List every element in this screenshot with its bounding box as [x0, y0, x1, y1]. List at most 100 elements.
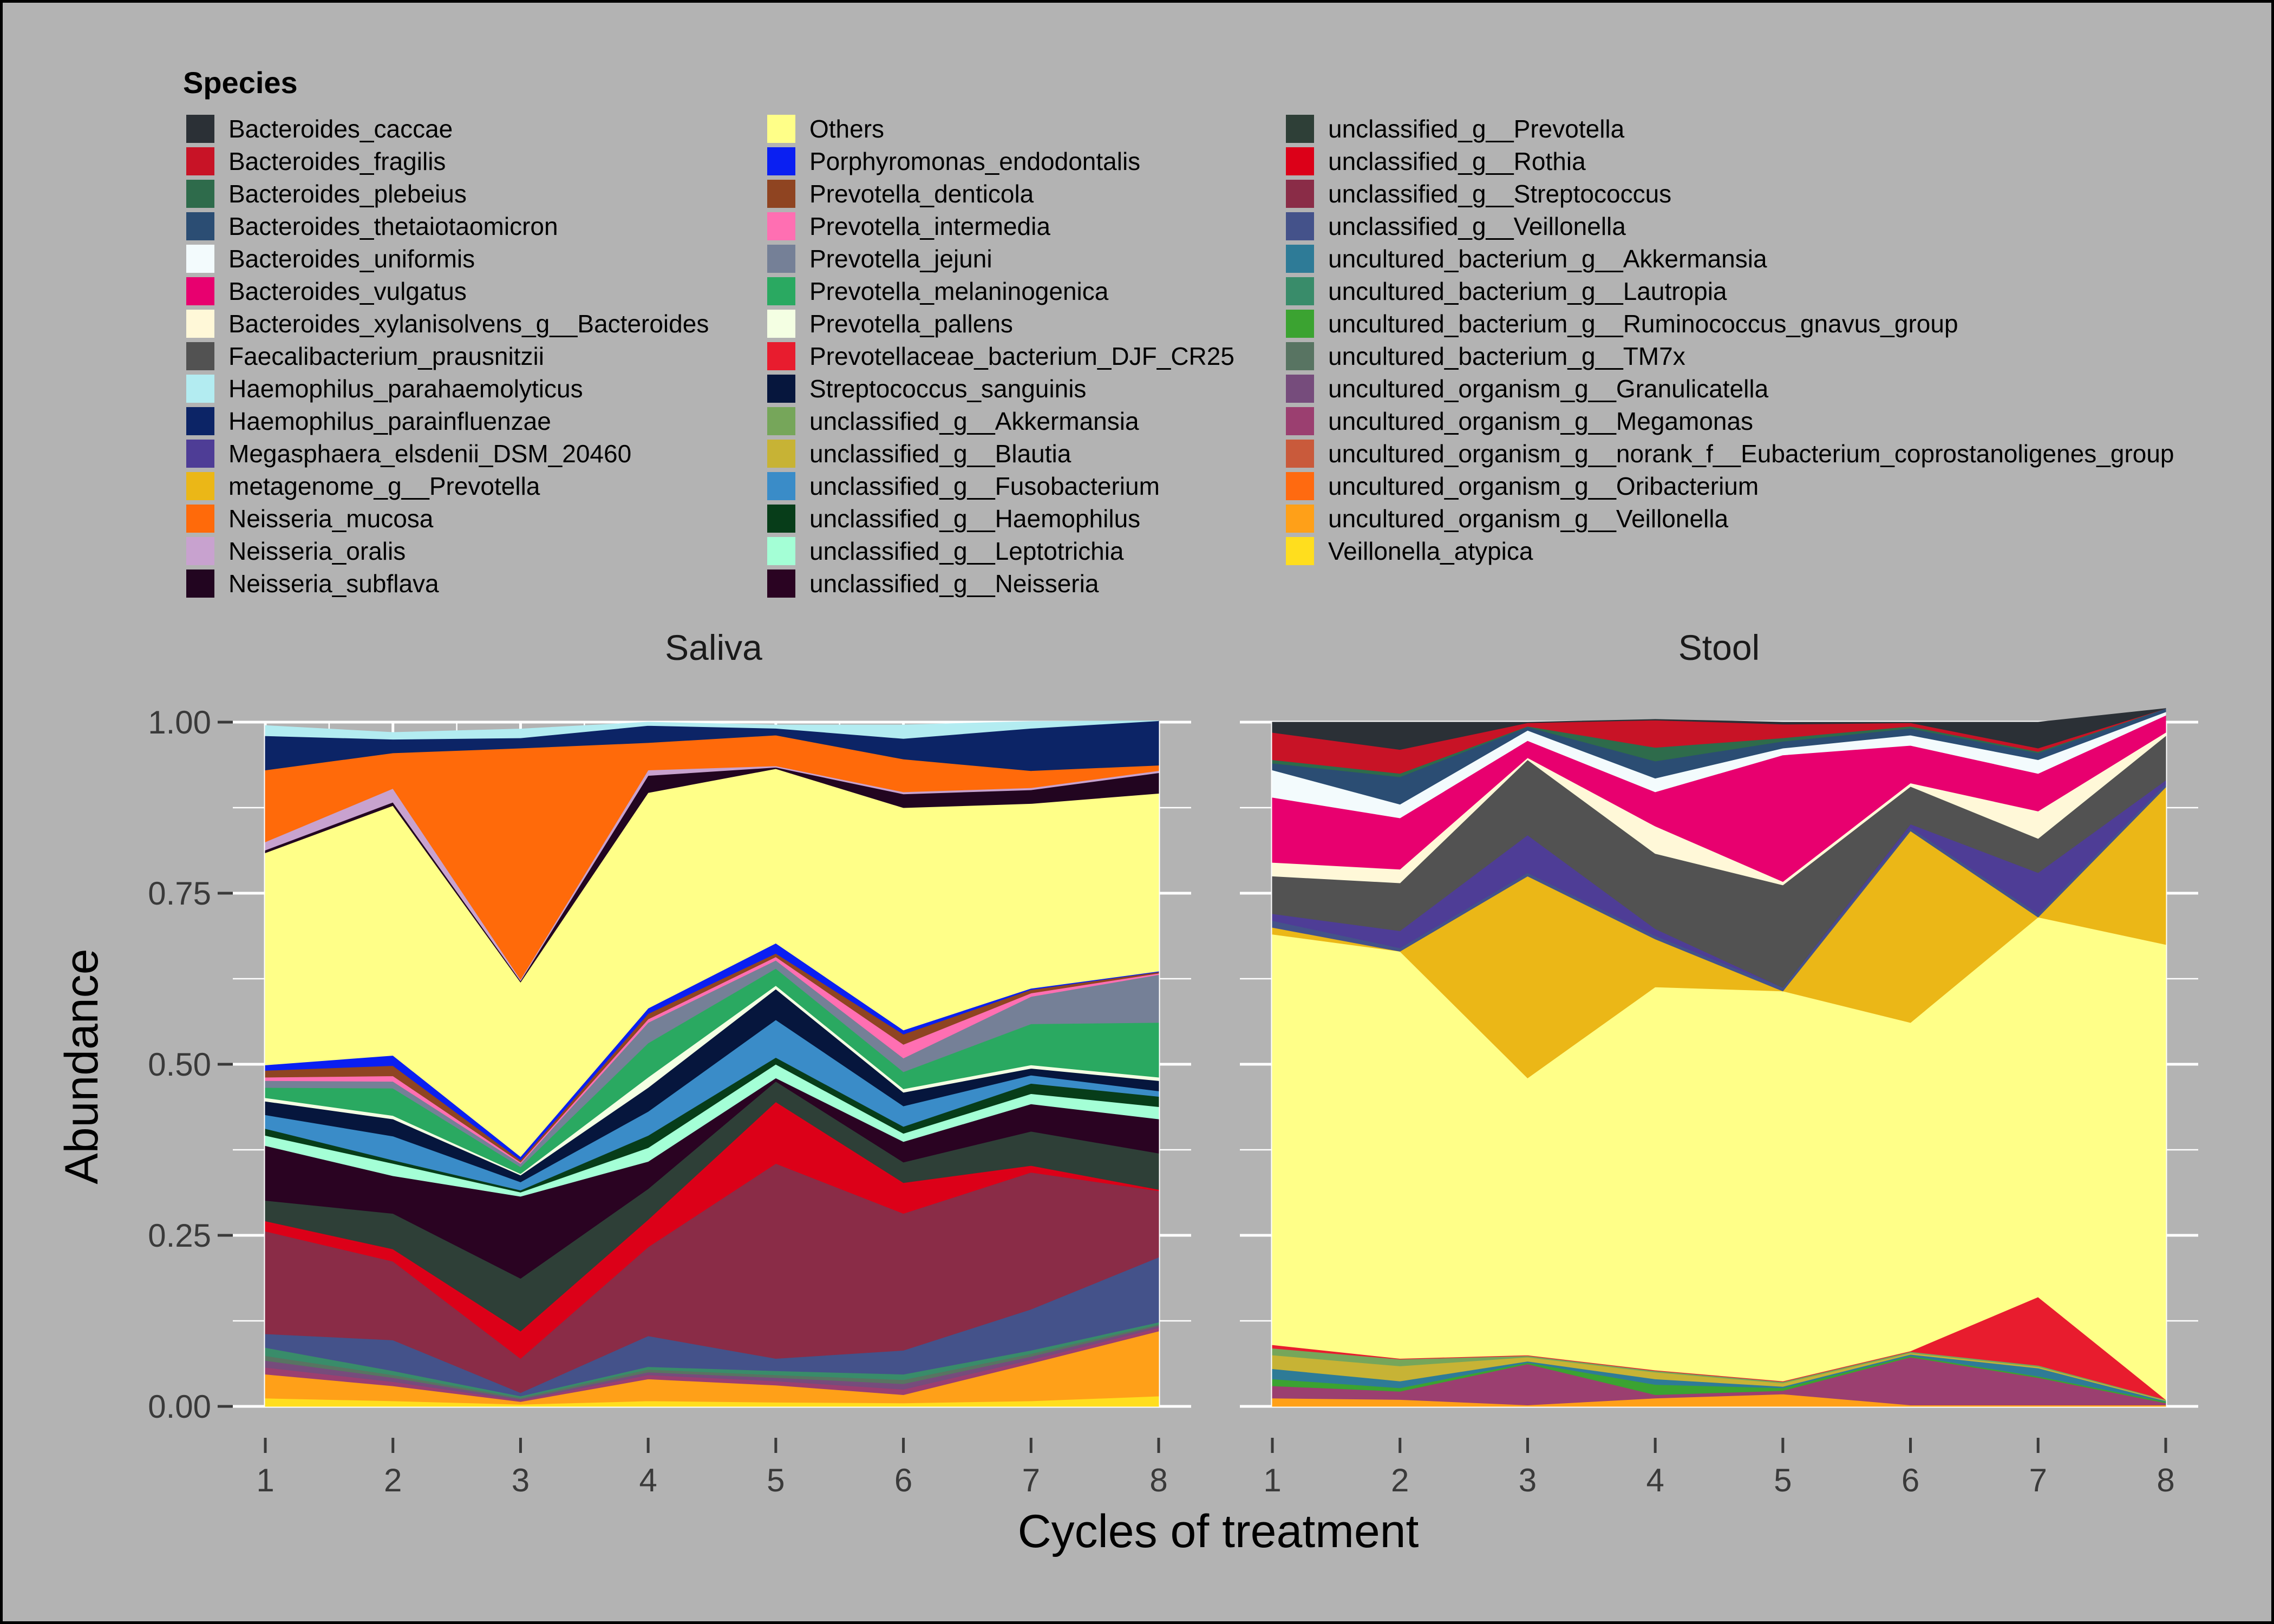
legend-key-unclassified-g-haemophilus [767, 505, 795, 533]
legend-label-bacteroides-plebeius: Bacteroides_plebeius [228, 180, 467, 208]
legend-key-streptococcus-sanguinis [767, 375, 795, 403]
legend-key-uncultured-bacterium-g-akkermansia [1286, 245, 1314, 273]
y-tick-label-3: 0.75 [148, 875, 211, 912]
legend-key-bacteroides-xylanisolvens-g-bacteroides [186, 310, 214, 338]
legend-key-bacteroides-plebeius [186, 180, 214, 208]
legend-label-uncultured-bacterium-g-akkermansia: uncultured_bacterium_g__Akkermansia [1328, 245, 1767, 273]
legend-key-prevotella-jejuni [767, 245, 795, 273]
legend-label-unclassified-g-blautia: unclassified_g__Blautia [809, 440, 1071, 468]
saliva-x-tick-label-4: 4 [639, 1462, 657, 1498]
legend-key-haemophilus-parahaemolyticus [186, 375, 214, 403]
legend-label-neisseria-oralis: Neisseria_oralis [228, 537, 406, 565]
legend-label-uncultured-organism-g-granulicatella: uncultured_organism_g__Granulicatella [1328, 375, 1769, 403]
legend-key-unclassified-g-streptococcus [1286, 180, 1314, 208]
stool-x-tick-label-7: 7 [2029, 1462, 2047, 1498]
legend-key-unclassified-g-blautia [767, 440, 795, 468]
saliva-x-tick-label-1: 1 [256, 1462, 274, 1498]
legend-key-faecalibacterium-prausnitzii [186, 342, 214, 370]
legend-label-uncultured-bacterium-g-lautropia: uncultured_bacterium_g__Lautropia [1328, 277, 1727, 305]
stool-x-tick-label-3: 3 [1519, 1462, 1537, 1498]
saliva-x-tick-label-2: 2 [384, 1462, 402, 1498]
legend-key-bacteroides-fragilis [186, 147, 214, 175]
legend-key-unclassified-g-veillonella [1286, 212, 1314, 240]
legend-label-prevotella-jejuni: Prevotella_jejuni [809, 245, 992, 273]
legend-label-haemophilus-parahaemolyticus: Haemophilus_parahaemolyticus [228, 375, 583, 403]
legend-label-porphyromonas-endodontalis: Porphyromonas_endodontalis [809, 147, 1140, 175]
legend-key-bacteroides-uniformis [186, 245, 214, 273]
saliva-x-tick-label-5: 5 [767, 1462, 785, 1498]
legend-label-bacteroides-vulgatus: Bacteroides_vulgatus [228, 277, 467, 305]
stool-x-tick-label-2: 2 [1391, 1462, 1409, 1498]
legend-key-bacteroides-caccae [186, 115, 214, 143]
legend-key-prevotella-melaninogenica [767, 277, 795, 305]
legend-label-prevotella-denticola: Prevotella_denticola [809, 180, 1034, 208]
legend-key-unclassified-g-neisseria [767, 569, 795, 598]
saliva-x-tick-label-6: 6 [894, 1462, 912, 1498]
legend-label-neisseria-mucosa: Neisseria_mucosa [228, 505, 434, 533]
saliva-area-haemophilus-parahaemolyticus [265, 721, 1159, 740]
legend-key-unclassified-g-fusobacterium [767, 472, 795, 500]
legend-key-prevotellaceae-bacterium-djf-cr25 [767, 342, 795, 370]
legend-key-uncultured-organism-g-megamonas [1286, 407, 1314, 435]
legend-key-megasphaera-elsdenii-dsm-20460 [186, 440, 214, 468]
legend-label-neisseria-subflava: Neisseria_subflava [228, 569, 439, 598]
legend-key-porphyromonas-endodontalis [767, 147, 795, 175]
legend-label-uncultured-organism-g-norank-f-eubacterium-coprostanoligenes-group: uncultured_organism_g__norank_f__Eubacte… [1328, 440, 2174, 468]
legend-label-prevotellaceae-bacterium-djf-cr25: Prevotellaceae_bacterium_DJF_CR25 [809, 342, 1234, 370]
legend-title: Species [183, 66, 298, 100]
legend-label-unclassified-g-haemophilus: unclassified_g__Haemophilus [809, 505, 1140, 533]
legend-key-uncultured-organism-g-oribacterium [1286, 472, 1314, 500]
legend-label-uncultured-bacterium-g-ruminococcus-gnavus-group: uncultured_bacterium_g__Ruminococcus_gna… [1328, 310, 1958, 338]
legend-key-unclassified-g-rothia [1286, 147, 1314, 175]
legend-key-uncultured-organism-g-norank-f-eubacterium-coprostanoligenes-group [1286, 440, 1314, 468]
legend-label-uncultured-organism-g-veillonella: uncultured_organism_g__Veillonella [1328, 505, 1728, 533]
legend-key-neisseria-oralis [186, 537, 214, 565]
legend-items: Bacteroides_caccae Bacteroides_fragilis Ba… [186, 115, 2174, 598]
legend-key-neisseria-mucosa [186, 505, 214, 533]
legend-key-bacteroides-vulgatus [186, 277, 214, 305]
legend-label-unclassified-g-akkermansia: unclassified_g__Akkermansia [809, 407, 1139, 435]
legend-key-uncultured-organism-g-veillonella [1286, 505, 1314, 533]
legend-label-faecalibacterium-prausnitzii: Faecalibacterium_prausnitzii [228, 342, 544, 370]
legend-label-uncultured-organism-g-megamonas: uncultured_organism_g__Megamonas [1328, 407, 1753, 435]
legend-label-prevotella-pallens: Prevotella_pallens [809, 310, 1013, 338]
saliva-panel: Saliva 1 2 3 4 5 6 7 8 0.00 0.25 0.50 0.75 1.00 [148, 627, 1191, 1498]
legend-key-prevotella-denticola [767, 180, 795, 208]
x-axis-title: Cycles of treatment [1018, 1505, 1419, 1557]
legend-label-megasphaera-elsdenii-dsm-20460: Megasphaera_elsdenii_DSM_20460 [228, 440, 631, 468]
legend-label-bacteroides-thetaiotaomicron: Bacteroides_thetaiotaomicron [228, 212, 558, 240]
legend-label-bacteroides-caccae: Bacteroides_caccae [228, 115, 453, 143]
legend-key-uncultured-bacterium-g-tm7x [1286, 342, 1314, 370]
legend-key-uncultured-bacterium-g-lautropia [1286, 277, 1314, 305]
legend-label-prevotella-melaninogenica: Prevotella_melaninogenica [809, 277, 1109, 305]
legend-key-unclassified-g-leptotrichia [767, 537, 795, 565]
legend-key-uncultured-organism-g-granulicatella [1286, 375, 1314, 403]
legend-label-unclassified-g-rothia: unclassified_g__Rothia [1328, 147, 1586, 175]
legend-label-unclassified-g-leptotrichia: unclassified_g__Leptotrichia [809, 537, 1124, 565]
legend-label-uncultured-bacterium-g-tm7x: uncultured_bacterium_g__TM7x [1328, 342, 1685, 370]
legend-key-prevotella-intermedia [767, 212, 795, 240]
legend-label-unclassified-g-neisseria: unclassified_g__Neisseria [809, 569, 1099, 598]
legend: Species Bacteroides_caccae Bacteroides_fr… [183, 66, 2174, 598]
legend-label-prevotella-intermedia: Prevotella_intermedia [809, 212, 1050, 240]
stool-x-tick-label-8: 8 [2157, 1462, 2174, 1498]
stool-stacked-areas [1272, 708, 2166, 1407]
legend-key-bacteroides-thetaiotaomicron [186, 212, 214, 240]
legend-label-unclassified-g-fusobacterium: unclassified_g__Fusobacterium [809, 472, 1160, 500]
y-tick-label-4: 1.00 [148, 704, 211, 741]
stool-panel-title: Stool [1678, 627, 1760, 667]
saliva-x-tick-label-3: 3 [512, 1462, 530, 1498]
saliva-axes: 1 2 3 4 5 6 7 8 0.00 0.25 0.50 0.75 1.00 [148, 704, 1167, 1498]
legend-label-streptococcus-sanguinis: Streptococcus_sanguinis [809, 375, 1086, 403]
legend-label-bacteroides-uniformis: Bacteroides_uniformis [228, 245, 475, 273]
legend-key-veillonella-atypica [1286, 537, 1314, 565]
legend-label-uncultured-organism-g-oribacterium: uncultured_organism_g__Oribacterium [1328, 472, 1759, 500]
y-tick-label-2: 0.50 [148, 1046, 211, 1083]
saliva-x-tick-label-8: 8 [1149, 1462, 1167, 1498]
legend-label-bacteroides-fragilis: Bacteroides_fragilis [228, 147, 446, 175]
legend-label-bacteroides-xylanisolvens-g-bacteroides: Bacteroides_xylanisolvens_g__Bacteroides [228, 310, 709, 338]
stool-axes: 1 2 3 4 5 6 7 8 [1263, 1438, 2175, 1498]
saliva-stacked-areas [265, 720, 1159, 1407]
legend-label-haemophilus-parainfluenzae: Haemophilus_parainfluenzae [228, 407, 551, 435]
